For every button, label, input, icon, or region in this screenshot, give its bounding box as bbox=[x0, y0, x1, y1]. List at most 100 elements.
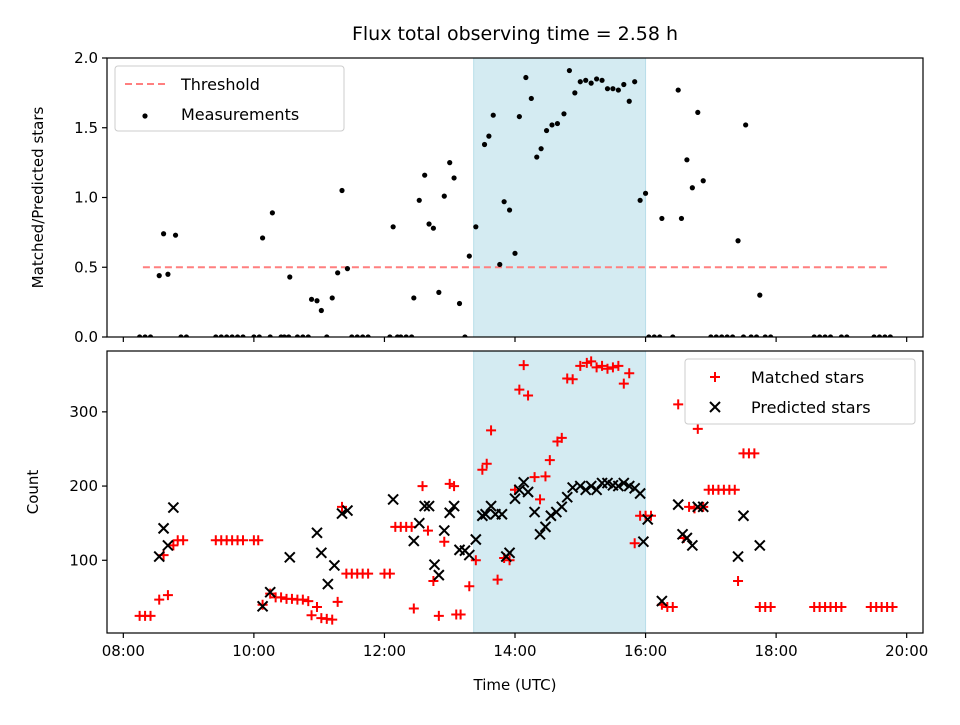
measurement-point bbox=[365, 334, 371, 337]
predicted-star-point bbox=[574, 480, 586, 492]
measurement-point bbox=[626, 98, 632, 104]
matched-star-point bbox=[544, 455, 555, 466]
matched-star-point bbox=[765, 602, 776, 613]
measurement-point bbox=[657, 334, 663, 337]
measurement-point bbox=[523, 74, 529, 81]
measurement-point bbox=[594, 76, 600, 82]
predicted-star-point bbox=[256, 600, 269, 612]
matched-star-point bbox=[162, 590, 173, 601]
measurement-point bbox=[456, 300, 463, 307]
matched-star-point bbox=[311, 602, 322, 613]
measurement-point bbox=[416, 197, 422, 203]
measurement-point bbox=[646, 334, 652, 337]
predicted-star-point bbox=[448, 500, 460, 512]
plot-area bbox=[134, 356, 898, 625]
predicted-star-point bbox=[539, 521, 552, 533]
matched-star-point bbox=[337, 501, 348, 512]
x-tick-label: 10:00 bbox=[232, 642, 275, 660]
predicted-star-point bbox=[167, 501, 180, 514]
measurement-point bbox=[817, 334, 823, 337]
predicted-star-point bbox=[387, 493, 399, 506]
measurement-point bbox=[670, 334, 676, 337]
predicted-star-point bbox=[522, 486, 534, 498]
measurement-point bbox=[700, 178, 706, 184]
matched-star-point bbox=[535, 494, 546, 505]
measurement-point bbox=[566, 67, 573, 74]
matched-star-point bbox=[581, 357, 592, 368]
measurement-point bbox=[684, 157, 690, 163]
measurement-point bbox=[390, 224, 396, 230]
matched-star-point bbox=[492, 574, 503, 585]
matched-star-point bbox=[154, 594, 165, 605]
measurement-point bbox=[251, 334, 257, 337]
measurement-point bbox=[549, 122, 555, 128]
predicted-star-point bbox=[341, 504, 354, 517]
predicted-star-point bbox=[642, 513, 654, 526]
predicted-star-point bbox=[681, 532, 693, 544]
measurement-point bbox=[294, 334, 300, 337]
matched-star-point bbox=[540, 471, 551, 482]
measurement-point bbox=[651, 334, 657, 337]
predicted-star-point bbox=[732, 550, 744, 563]
measurement-point bbox=[344, 266, 351, 272]
measurement-point bbox=[160, 231, 167, 237]
x-tick-label: 14:00 bbox=[493, 642, 536, 660]
predicted-star-point bbox=[634, 487, 646, 500]
measurement-point bbox=[822, 334, 828, 337]
predicted-star-point bbox=[496, 508, 508, 520]
measurement-point bbox=[156, 273, 162, 279]
matched-star-point bbox=[306, 610, 317, 621]
y-tick-label: 0.0 bbox=[74, 328, 98, 346]
measurement-point bbox=[724, 334, 730, 337]
measurement-point bbox=[610, 86, 616, 92]
measurement-point bbox=[572, 90, 578, 96]
x-tick-label: 20:00 bbox=[885, 642, 928, 660]
predicted-star-point bbox=[556, 501, 568, 513]
measurement-point bbox=[516, 113, 522, 120]
measurement-point bbox=[740, 334, 747, 337]
matched-star-point bbox=[428, 576, 439, 587]
measurement-point bbox=[506, 207, 513, 213]
measurement-point bbox=[398, 334, 404, 337]
observing-window-shade bbox=[473, 57, 647, 338]
matched-star-point bbox=[586, 356, 597, 367]
predicted-star-point bbox=[328, 559, 341, 572]
measurement-point bbox=[318, 307, 324, 314]
measurement-point bbox=[462, 334, 468, 337]
measurement-point bbox=[753, 334, 760, 337]
measurement-point bbox=[259, 235, 266, 241]
measurement-point bbox=[172, 232, 179, 238]
measurement-point bbox=[451, 175, 457, 181]
predicted-star-point bbox=[444, 507, 456, 519]
matched-star-point bbox=[408, 603, 419, 614]
measurement-point bbox=[735, 238, 741, 244]
matched-star-point bbox=[618, 378, 629, 389]
bottom-panel-counts: 100 200 300 08:00 10:00 12:00 14:00 16:00 18:00 2… bbox=[24, 350, 928, 694]
predicted-star-point bbox=[408, 535, 420, 547]
measurement-point bbox=[473, 224, 479, 230]
matched-star-point bbox=[529, 472, 540, 483]
matched-star-point bbox=[253, 535, 264, 546]
y-tick-label: 200 bbox=[69, 477, 98, 495]
predicted-star-point bbox=[479, 508, 492, 520]
matched-star-point bbox=[689, 503, 700, 514]
matched-star-point bbox=[692, 423, 703, 434]
predicted-star-point bbox=[561, 491, 573, 503]
matched-star-point bbox=[624, 368, 635, 379]
matched-star-point bbox=[257, 599, 268, 610]
measurement-point bbox=[768, 334, 774, 337]
measurement-point bbox=[165, 271, 171, 277]
measurement-point bbox=[183, 334, 190, 337]
measurement-point bbox=[441, 193, 447, 199]
measurement-point bbox=[689, 185, 695, 191]
matched-star-point bbox=[455, 609, 466, 620]
measurement-point bbox=[621, 81, 627, 88]
measurement-point bbox=[659, 215, 665, 222]
predicted-star-point bbox=[336, 507, 348, 520]
measurement-point bbox=[844, 334, 850, 337]
matched-star-point bbox=[384, 568, 395, 579]
measurement-point bbox=[882, 334, 888, 337]
measurement-point bbox=[604, 86, 611, 92]
top-panel-ratio: 0.0 0.5 1.0 1.5 2.0 Matched/Predicted stars Th… bbox=[29, 49, 924, 346]
matched-star-point bbox=[276, 592, 287, 603]
